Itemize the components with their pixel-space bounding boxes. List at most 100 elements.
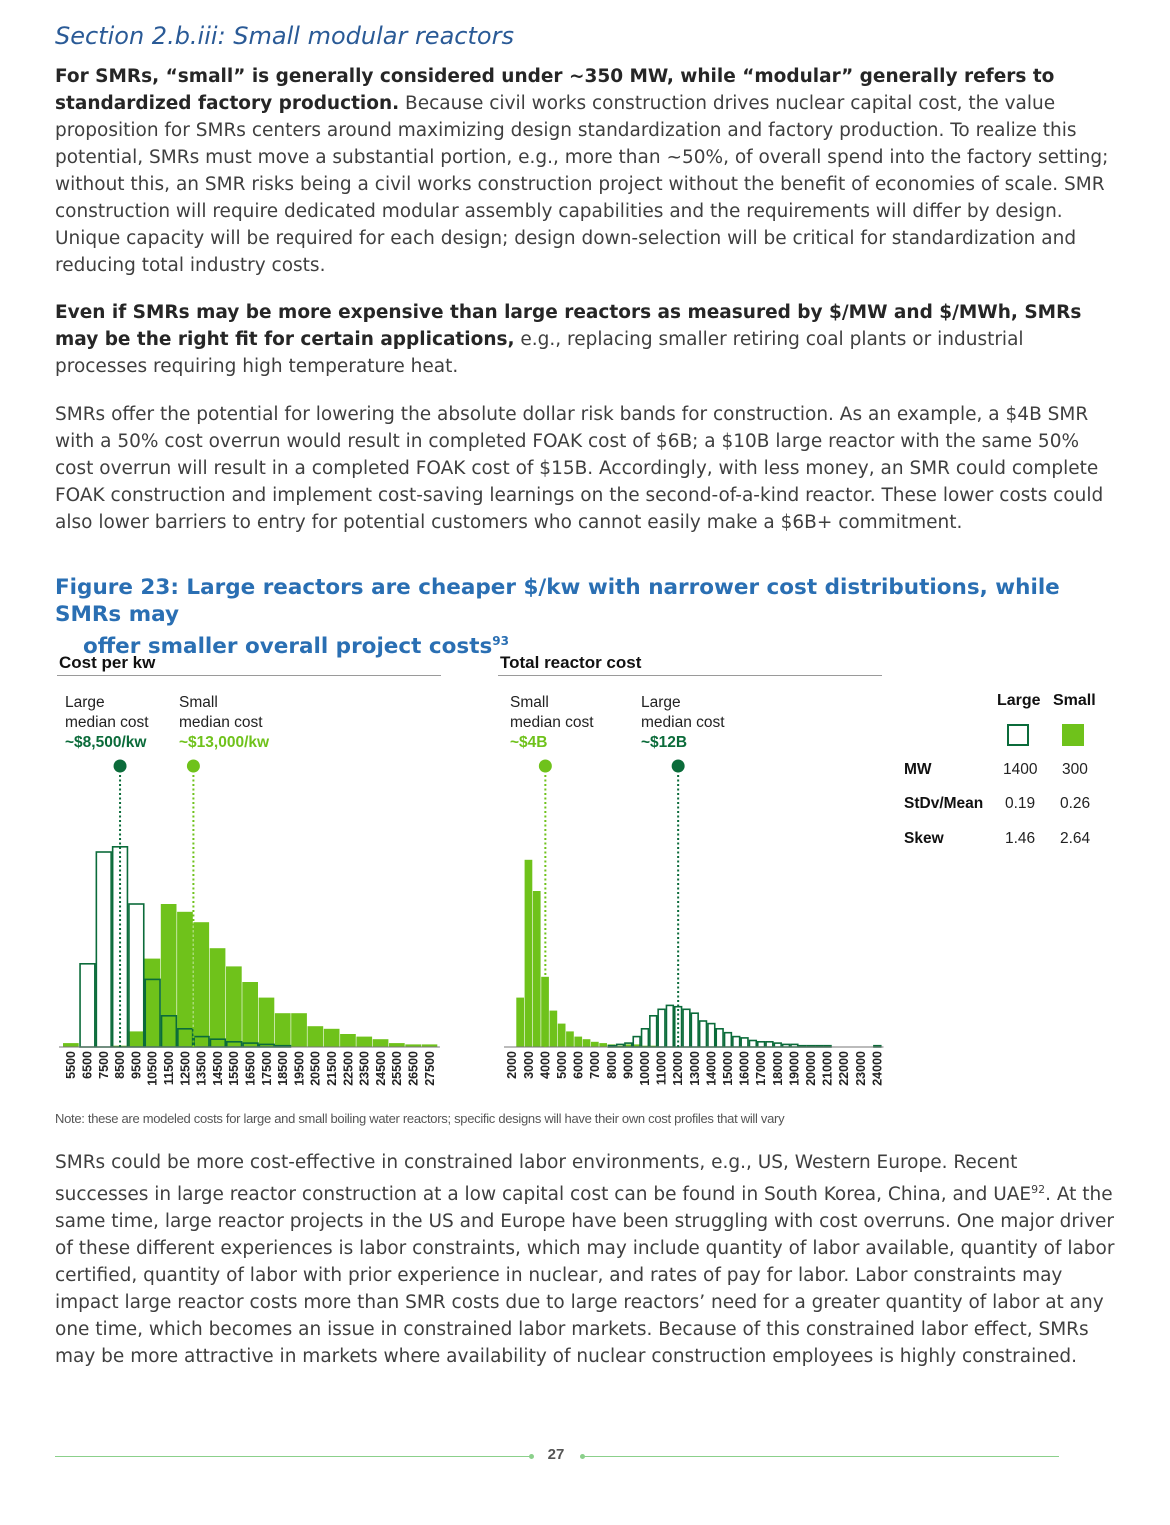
bar-large-16000	[740, 1037, 749, 1048]
x-tick-label: 9500	[129, 1051, 143, 1079]
bar-large-10000	[640, 1027, 650, 1048]
footer-rule-right	[583, 1456, 1059, 1457]
x-tick-label: 13000	[688, 1051, 702, 1086]
bar-large-12500	[682, 1008, 691, 1048]
x-tick-label: 15000	[721, 1051, 735, 1086]
x-tick-label: 9000	[621, 1051, 635, 1079]
annotation-large-median-kw: Large median cost ~$8,500/kw	[65, 693, 149, 753]
annotation-line2: median cost	[641, 714, 725, 731]
x-tick-label: 20000	[804, 1051, 818, 1086]
bar-small-5000	[557, 1023, 566, 1047]
footnote-ref[interactable]: 92	[1031, 1183, 1046, 1196]
x-tick-label: 19500	[292, 1051, 306, 1086]
x-tick-label: 5500	[64, 1051, 78, 1079]
x-tick-label: 2000	[505, 1051, 519, 1079]
legend-header-large: Large	[997, 692, 1041, 709]
x-tick-label: 24500	[374, 1051, 388, 1086]
stat-large-stdv-mean: 0.19	[1005, 795, 1036, 812]
annotation-value: ~$8,500/kw	[65, 734, 147, 751]
bar-large-16500	[748, 1039, 758, 1048]
x-tick-label: 8500	[113, 1051, 127, 1079]
x-tick-label: 6500	[80, 1051, 94, 1079]
x-tick-label: 16000	[738, 1051, 752, 1086]
histogram-cost-per-kw: 5500 6500 7500 8500 9500 10500 11500 12500 13500…	[59, 759, 440, 1086]
chart-title-rule	[57, 675, 441, 676]
x-tick-label: 25500	[390, 1051, 404, 1086]
paragraph-body: Because civil works construction drives …	[55, 93, 1109, 276]
bar-small-2500	[516, 997, 524, 1047]
figure-title-line2: offer smaller overall project costs	[83, 634, 493, 660]
bar-small-7000	[591, 1041, 599, 1047]
paragraph-body: e.g., replacing smaller retiring coal pl…	[55, 329, 1024, 377]
x-tick-label: 10000	[638, 1051, 652, 1086]
bar-small-11500	[160, 904, 177, 1047]
annotation-line1: Large	[641, 694, 681, 711]
chart-title-rule	[498, 675, 882, 676]
paragraph-lead: For SMRs, “small” is generally considere…	[55, 66, 1055, 114]
x-tick-label: 7000	[588, 1051, 602, 1079]
bar-large-13500	[698, 1020, 708, 1048]
footnote-ref[interactable]: 93	[492, 634, 509, 648]
bar-large-15000	[723, 1031, 733, 1048]
bar-small-3000	[524, 859, 533, 1047]
page-number: 27	[547, 1446, 565, 1463]
x-tick-label: 27500	[423, 1051, 437, 1086]
annotation-line2: median cost	[65, 714, 149, 731]
bar-small-20500	[307, 1026, 324, 1047]
legend-swatch-large	[1007, 724, 1029, 746]
bar-small-4500	[549, 1010, 558, 1047]
histogram-total-reactor-cost: 2000 3000 4000 5000 6000 7000 8000 9000 10000 110…	[504, 759, 884, 1086]
bar-small-9500	[128, 1031, 144, 1047]
bar-large-11500	[665, 1004, 675, 1048]
bar-large-7500	[95, 851, 112, 1048]
x-tick-label: 15500	[227, 1051, 241, 1086]
x-tick-label: 17000	[754, 1051, 768, 1086]
paragraph-lead: Even if SMRs may be more expensive than …	[55, 302, 1082, 350]
bar-small-3500	[532, 891, 541, 1047]
stat-label-mw: MW	[904, 761, 932, 778]
x-tick-label: 8000	[605, 1051, 619, 1079]
x-tick-label: 21500	[325, 1051, 339, 1086]
median-dot-small	[186, 759, 200, 773]
legend-swatch-small	[1062, 724, 1084, 746]
x-tick-label: 17500	[260, 1051, 274, 1086]
x-tick-label: 21000	[821, 1051, 835, 1086]
bar-small-7500	[599, 1043, 607, 1047]
annotation-small-median-kw: Small median cost ~$13,000/kw	[179, 693, 269, 753]
bar-large-9500	[128, 903, 145, 1048]
stat-large-mw: 1400	[1003, 761, 1038, 778]
figure-note: Note: these are modeled costs for large …	[55, 1111, 785, 1126]
annotation-value: ~$13,000/kw	[179, 734, 270, 751]
annotation-line1: Small	[179, 694, 218, 711]
bar-small-5500	[63, 1043, 79, 1047]
legend-header-small: Small	[1053, 692, 1096, 709]
x-tick-label: 23500	[358, 1051, 372, 1086]
bar-small-12500	[177, 911, 193, 1047]
chart-title-total-reactor-cost: Total reactor cost	[500, 653, 642, 672]
bar-large-13000	[690, 1012, 699, 1048]
bar-small-9000	[624, 1044, 632, 1047]
annotation-line1: Small	[510, 694, 549, 711]
bar-small-24500	[372, 1039, 389, 1047]
bar-small-6000	[574, 1036, 583, 1047]
x-tick-label: 11500	[162, 1051, 176, 1085]
x-tick-label: 19000	[787, 1051, 801, 1086]
bar-large-14500	[715, 1027, 724, 1048]
x-tick-label: 22500	[341, 1051, 355, 1086]
bar-large-10500	[649, 1015, 658, 1048]
x-tick-label: 20500	[309, 1051, 323, 1086]
bar-small-22500	[340, 1034, 356, 1047]
paragraph-body: SMRs could be more cost-effective in con…	[55, 1152, 1032, 1206]
x-tick-label: 3000	[522, 1051, 536, 1079]
median-dot-large	[113, 759, 127, 773]
figure-title-line1: Figure 23: Large reactors are cheaper $/…	[55, 575, 1060, 627]
bar-small-15500	[226, 966, 242, 1047]
section-title: Section 2.b.iii: Small modular reactors	[55, 22, 514, 50]
bar-large-17000	[756, 1040, 766, 1048]
bar-large-14000	[707, 1022, 716, 1048]
x-tick-label: 10500	[146, 1051, 160, 1086]
bar-small-26500	[405, 1044, 421, 1047]
stat-large-skew: 1.46	[1005, 830, 1036, 847]
x-tick-label: 5000	[555, 1051, 569, 1079]
bar-small-19500	[291, 1013, 307, 1047]
